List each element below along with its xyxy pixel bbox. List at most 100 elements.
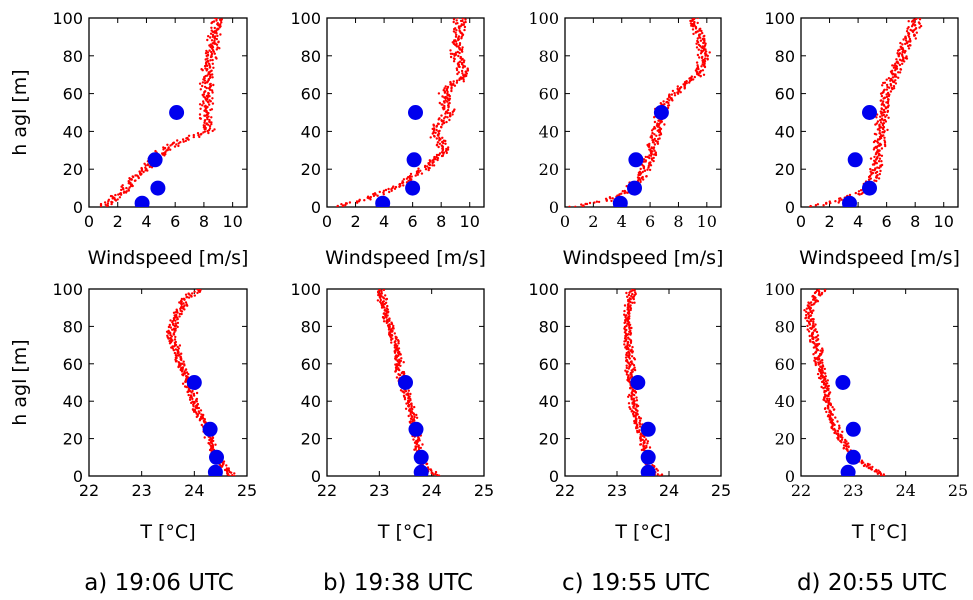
profile-point (460, 23, 463, 26)
profile-point (623, 304, 627, 307)
profile-point (207, 131, 210, 135)
profile-point (884, 115, 887, 119)
profile-point (696, 53, 700, 57)
y-tick-label: 100 (528, 280, 559, 299)
profile-point (878, 157, 882, 160)
measurement-point (408, 105, 423, 120)
x-tick-label: 22 (79, 481, 99, 500)
profile-point (815, 350, 818, 353)
profile-point (702, 58, 705, 62)
y-tick-label: 0 (785, 198, 795, 217)
profile-point (823, 389, 826, 393)
series-tower-measurements (134, 105, 185, 207)
y-tick-label: 60 (63, 355, 83, 374)
data-layer (376, 289, 441, 476)
profile-point (673, 94, 677, 97)
profile-point (456, 18, 459, 19)
data-layer (808, 18, 923, 207)
profile-point (839, 197, 842, 200)
profile-point (813, 359, 816, 362)
profile-point (914, 37, 917, 40)
profile-point (211, 91, 214, 94)
profile-point (671, 89, 675, 93)
profile-point (704, 50, 708, 53)
profile-point (812, 309, 815, 312)
profile-point (860, 459, 864, 462)
profile-point (701, 63, 704, 66)
profile-point (905, 30, 909, 33)
profile-point (913, 18, 916, 21)
profile-point (210, 39, 214, 42)
profile-point (210, 52, 214, 56)
profile-point (648, 168, 652, 172)
profile-point (174, 327, 177, 330)
profile-point (696, 30, 699, 33)
profile-point (398, 358, 401, 361)
profile-point (695, 46, 699, 49)
profile-point (901, 43, 904, 46)
x-tick-label: 2 (824, 212, 834, 231)
profile-point (626, 322, 629, 325)
profile-point (189, 394, 193, 397)
profile-point (209, 36, 212, 39)
profile-point (450, 89, 453, 93)
profile-point (125, 190, 128, 193)
profile-point (169, 326, 172, 329)
profile-point (896, 52, 899, 55)
profile-point (393, 346, 396, 349)
profile-point (455, 19, 458, 22)
profile-point (131, 175, 134, 178)
profile-point (588, 201, 592, 205)
profile-point (176, 321, 180, 325)
profile-point (645, 175, 648, 178)
profile-point (805, 310, 808, 313)
profile-point (205, 122, 208, 125)
profile-point (879, 169, 882, 173)
profile-point (196, 402, 200, 406)
profile-point (179, 141, 182, 144)
profile-point (168, 339, 171, 343)
y-tick-label: 0 (311, 467, 321, 486)
profile-point (635, 399, 639, 402)
x-tick-label: 4 (141, 212, 151, 231)
profile-point (180, 312, 183, 316)
profile-point (662, 100, 665, 103)
profile-point (878, 142, 882, 145)
profile-point (697, 43, 701, 46)
profile-point (453, 108, 456, 111)
profile-point (206, 59, 209, 63)
profile-point (685, 80, 688, 83)
profile-point (340, 203, 343, 206)
measurement-point (405, 180, 421, 196)
profile-point (638, 421, 641, 424)
profile-point (121, 184, 124, 187)
profile-point (815, 347, 818, 350)
profile-point (880, 154, 884, 157)
profile-point (392, 185, 395, 188)
profile-point (629, 290, 632, 293)
profile-point (857, 190, 861, 193)
profile-point (202, 102, 205, 105)
profile-point (452, 30, 456, 33)
profile-point (437, 92, 441, 95)
profile-point (454, 35, 458, 38)
profile-point (842, 446, 846, 450)
profile-point (696, 18, 699, 19)
profile-point (821, 347, 824, 350)
y-tick-label: 80 (63, 317, 83, 336)
profile-point (184, 293, 188, 296)
profile-point (641, 175, 644, 179)
profile-point (905, 55, 908, 58)
profile-point (826, 379, 829, 382)
profile-point (398, 352, 402, 355)
profile-point (168, 323, 171, 327)
profile-point (875, 116, 878, 119)
profile-point (898, 58, 902, 61)
profile-point (408, 408, 411, 411)
measurement-point (627, 180, 642, 196)
panel-b-temperature: 22 23 24 25 0 20 40 60 80 100 T [°C] (290, 280, 494, 543)
profile-point (891, 69, 894, 73)
profile-point (653, 137, 656, 141)
profile-point (182, 302, 185, 305)
